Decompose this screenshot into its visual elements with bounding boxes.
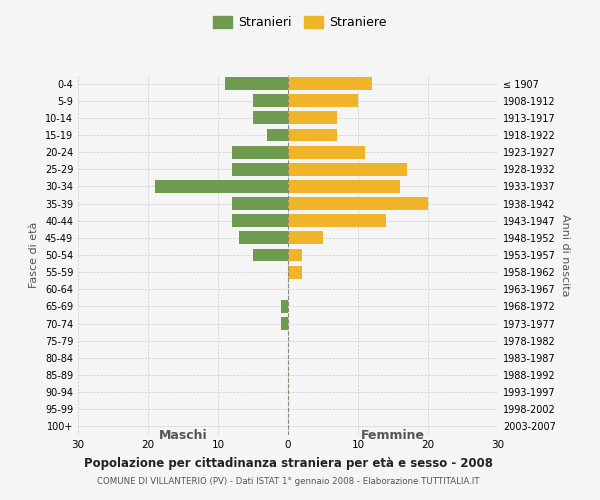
Bar — [288, 248, 302, 262]
Bar — [288, 180, 400, 193]
Bar — [288, 214, 386, 227]
Bar — [232, 146, 288, 158]
Bar — [225, 77, 288, 90]
Bar — [281, 300, 288, 313]
Bar — [253, 248, 288, 262]
Text: Popolazione per cittadinanza straniera per età e sesso - 2008: Popolazione per cittadinanza straniera p… — [83, 458, 493, 470]
Bar — [232, 214, 288, 227]
Y-axis label: Anni di nascita: Anni di nascita — [560, 214, 569, 296]
Bar — [232, 163, 288, 175]
Text: Femmine: Femmine — [361, 429, 425, 442]
Bar — [253, 112, 288, 124]
Bar — [288, 163, 407, 175]
Bar — [232, 197, 288, 210]
Y-axis label: Fasce di età: Fasce di età — [29, 222, 39, 288]
Legend: Stranieri, Straniere: Stranieri, Straniere — [208, 11, 392, 34]
Bar — [155, 180, 288, 193]
Bar — [288, 112, 337, 124]
Bar — [288, 146, 365, 158]
Text: Maschi: Maschi — [158, 429, 208, 442]
Bar — [288, 197, 428, 210]
Bar — [288, 94, 358, 107]
Bar — [281, 317, 288, 330]
Bar — [288, 128, 337, 141]
Bar — [288, 232, 323, 244]
Bar — [239, 232, 288, 244]
Bar — [267, 128, 288, 141]
Bar — [253, 94, 288, 107]
Text: COMUNE DI VILLANTERIO (PV) - Dati ISTAT 1° gennaio 2008 - Elaborazione TUTTITALI: COMUNE DI VILLANTERIO (PV) - Dati ISTAT … — [97, 478, 479, 486]
Bar — [288, 266, 302, 278]
Bar — [288, 77, 372, 90]
